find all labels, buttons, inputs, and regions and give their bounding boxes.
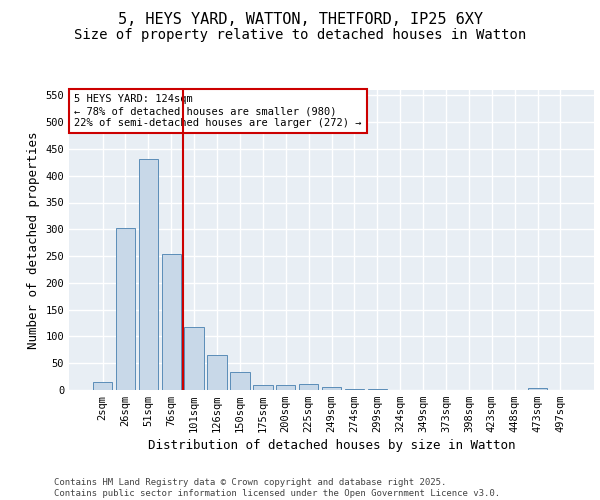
- Text: Contains HM Land Registry data © Crown copyright and database right 2025.
Contai: Contains HM Land Registry data © Crown c…: [54, 478, 500, 498]
- Bar: [528, 388, 547, 390]
- Bar: [253, 384, 272, 390]
- Bar: [276, 384, 295, 390]
- Text: 5 HEYS YARD: 124sqm
← 78% of detached houses are smaller (980)
22% of semi-detac: 5 HEYS YARD: 124sqm ← 78% of detached ho…: [74, 94, 362, 128]
- Text: 5, HEYS YARD, WATTON, THETFORD, IP25 6XY: 5, HEYS YARD, WATTON, THETFORD, IP25 6XY: [118, 12, 482, 28]
- X-axis label: Distribution of detached houses by size in Watton: Distribution of detached houses by size …: [148, 440, 515, 452]
- Bar: [368, 389, 387, 390]
- Bar: [139, 158, 158, 390]
- Text: Size of property relative to detached houses in Watton: Size of property relative to detached ho…: [74, 28, 526, 42]
- Bar: [322, 388, 341, 390]
- Bar: [93, 382, 112, 390]
- Bar: [230, 372, 250, 390]
- Bar: [161, 254, 181, 390]
- Bar: [184, 327, 204, 390]
- Bar: [299, 384, 319, 390]
- Y-axis label: Number of detached properties: Number of detached properties: [27, 131, 40, 349]
- Bar: [208, 355, 227, 390]
- Bar: [116, 228, 135, 390]
